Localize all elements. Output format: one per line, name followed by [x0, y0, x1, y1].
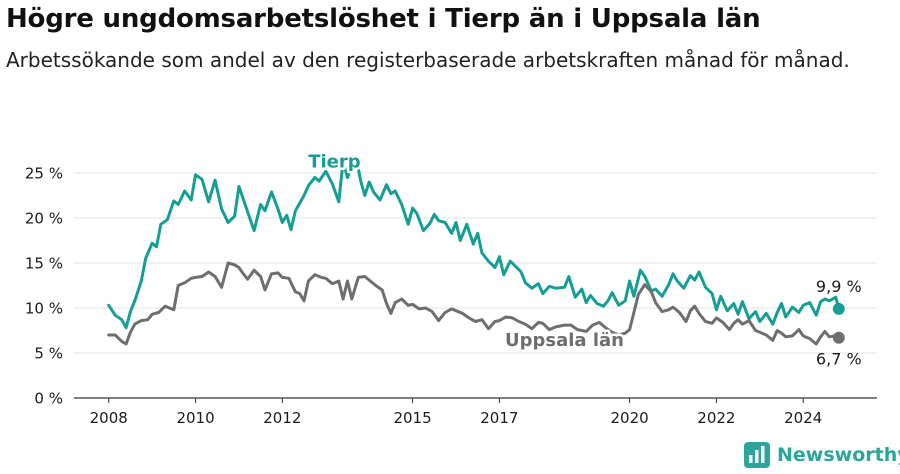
y-tick-label: 25 %	[25, 165, 63, 183]
grid-lines	[74, 172, 877, 354]
series-lines	[107, 155, 845, 346]
series-labels: Tierp Uppsala län 9,9 % 6,7 %	[306, 149, 862, 369]
x-tick-label: 2017	[480, 409, 518, 427]
series-label-uppsala: Uppsala län	[505, 330, 624, 351]
y-axis-ticks: 0 % 5 % 10 % 15 % 20 % 25 %	[25, 165, 63, 408]
x-tick-label: 2015	[393, 409, 431, 427]
x-tick-label: 2020	[610, 409, 648, 427]
chart-title: Högre ungdomsarbetslöshet i Tierp än i U…	[6, 4, 761, 34]
x-tick-label: 2012	[263, 409, 301, 427]
y-tick-label: 0 %	[34, 390, 63, 408]
newsworthy-logo-icon	[744, 442, 770, 468]
brand-logo[interactable]: Newsworthy	[744, 442, 900, 468]
y-tick-label: 10 %	[25, 300, 63, 318]
end-label-tierp: 9,9 %	[816, 277, 862, 296]
brand-name: Newsworthy	[777, 444, 900, 466]
x-tick-label: 2022	[697, 409, 735, 427]
x-tick-label: 2008	[90, 409, 128, 427]
end-point-tierp	[832, 302, 845, 315]
chart-subtitle: Arbetssökande som andel av den registerb…	[6, 48, 850, 72]
series-line-uppsala	[107, 261, 841, 346]
series-line-tierp	[107, 155, 841, 330]
x-tick-label: 2024	[784, 409, 822, 427]
series-label-tierp: Tierp	[308, 152, 361, 173]
x-axis: 2008 2010 2012 2015 2017 2020 2022 2024	[74, 397, 877, 427]
end-point-uppsala	[832, 331, 845, 344]
x-tick-label: 2010	[176, 409, 214, 427]
end-label-uppsala: 6,7 %	[816, 350, 862, 369]
y-tick-label: 15 %	[25, 255, 63, 273]
y-tick-label: 5 %	[34, 345, 63, 363]
y-tick-label: 20 %	[25, 210, 63, 228]
